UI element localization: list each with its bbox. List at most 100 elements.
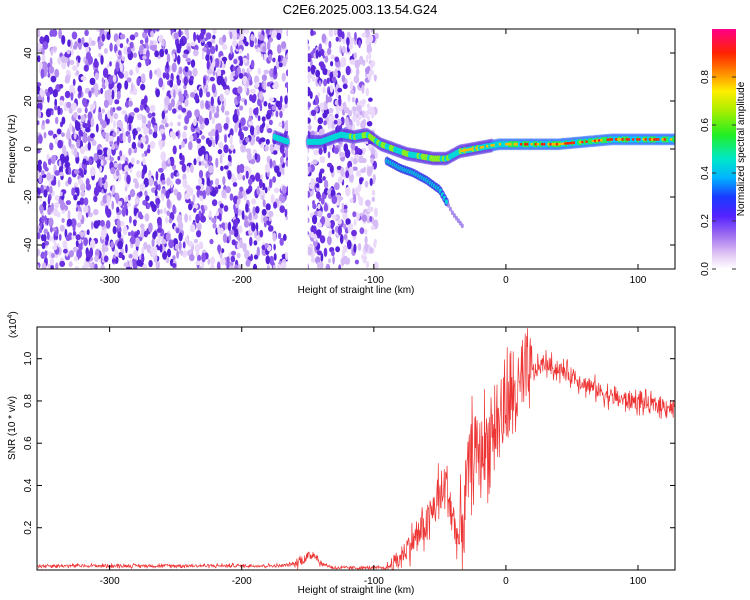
noise-speckle xyxy=(248,178,253,186)
noise-speckle xyxy=(37,110,41,119)
noise-speckle xyxy=(118,50,122,56)
noise-speckle xyxy=(173,89,176,99)
noise-speckle xyxy=(312,159,318,165)
noise-speckle xyxy=(139,191,143,197)
noise-speckle xyxy=(127,46,131,55)
x-tick-label: -300 xyxy=(100,275,120,286)
noise-speckle xyxy=(80,114,86,123)
noise-speckle xyxy=(178,241,182,251)
noise-speckle xyxy=(158,35,162,43)
noise-speckle xyxy=(178,29,182,38)
noise-speckle xyxy=(280,262,287,269)
branch-mark xyxy=(448,206,452,212)
noise-speckle xyxy=(258,178,263,189)
noise-speckle xyxy=(47,208,52,215)
noise-speckle xyxy=(177,221,184,231)
noise-speckle xyxy=(323,108,330,115)
noise-speckle xyxy=(193,49,199,57)
noise-speckle xyxy=(183,125,188,131)
noise-speckle xyxy=(85,46,90,53)
y-tick-label: 20 xyxy=(23,95,34,107)
noise-speckle xyxy=(72,231,77,236)
noise-speckle xyxy=(124,80,129,90)
noise-speckle xyxy=(117,155,121,161)
noise-speckle xyxy=(176,74,180,81)
noise-speckle xyxy=(230,64,235,73)
noise-speckle xyxy=(357,243,362,251)
spectrogram-y-axis: -40 -20 0 20 40 xyxy=(23,47,675,252)
noise-speckle xyxy=(82,158,87,165)
noise-speckle xyxy=(317,203,321,210)
x-tick-label: -100 xyxy=(364,275,384,286)
noise-speckle xyxy=(54,116,59,125)
noise-speckle xyxy=(282,152,286,158)
noise-speckle xyxy=(154,69,158,75)
noise-speckle xyxy=(129,215,132,224)
noise-speckle xyxy=(48,186,53,194)
noise-speckle xyxy=(75,69,80,76)
noise-speckle xyxy=(228,265,234,269)
noise-speckle xyxy=(38,134,43,144)
noise-speckle xyxy=(271,30,277,38)
noise-speckle xyxy=(169,79,174,88)
noise-speckle xyxy=(278,62,283,68)
noise-speckle xyxy=(228,234,232,242)
noise-speckle xyxy=(250,34,255,41)
noise-speckle xyxy=(123,46,129,55)
noise-speckle xyxy=(314,94,319,105)
noise-speckle xyxy=(76,187,80,197)
noise-speckle xyxy=(268,210,274,218)
noise-speckle xyxy=(119,43,124,49)
noise-speckle xyxy=(259,137,266,143)
noise-speckle xyxy=(251,222,256,232)
noise-speckle xyxy=(129,41,134,49)
noise-speckle xyxy=(310,64,316,75)
noise-speckle xyxy=(240,117,246,127)
noise-speckle xyxy=(76,249,83,259)
noise-speckle xyxy=(101,120,107,129)
noise-speckle xyxy=(158,167,164,173)
noise-speckle xyxy=(272,57,276,63)
noise-speckle xyxy=(281,41,287,50)
noise-speckle xyxy=(181,141,186,148)
noise-speckle xyxy=(317,92,321,97)
noise-speckle xyxy=(164,122,169,128)
noise-speckle xyxy=(115,169,120,177)
noise-speckle xyxy=(338,36,342,43)
colorbar-tick-label: 0.4 xyxy=(700,166,711,180)
noise-speckle xyxy=(257,67,262,75)
noise-speckle xyxy=(224,88,230,96)
noise-speckle xyxy=(316,222,323,228)
noise-speckle xyxy=(359,227,365,235)
noise-speckle xyxy=(76,139,81,149)
noise-speckle xyxy=(332,214,337,220)
noise-speckle xyxy=(231,71,236,77)
noise-speckle xyxy=(70,92,74,101)
noise-speckle xyxy=(87,141,91,151)
noise-speckle xyxy=(49,258,55,266)
noise-speckle xyxy=(110,241,115,249)
noise-speckle xyxy=(208,164,214,174)
noise-speckle xyxy=(182,252,187,258)
noise-speckle xyxy=(320,197,325,205)
noise-speckle xyxy=(41,123,46,131)
noise-speckle xyxy=(39,62,43,70)
noise-speckle xyxy=(249,125,255,136)
x-tick-label: -200 xyxy=(232,576,252,587)
noise-speckle xyxy=(330,207,335,215)
noise-speckle xyxy=(140,143,144,149)
noise-speckle xyxy=(234,122,238,133)
noise-speckle xyxy=(148,177,154,187)
noise-speckle xyxy=(361,157,367,164)
noise-speckle xyxy=(369,106,374,112)
noise-speckle xyxy=(331,195,338,205)
noise-speckle xyxy=(343,208,348,214)
noise-speckle xyxy=(188,214,192,222)
noise-speckle xyxy=(326,162,333,168)
x-tick-label: -300 xyxy=(100,576,120,587)
noise-speckle xyxy=(107,95,113,106)
noise-speckle xyxy=(175,87,179,95)
noise-speckle xyxy=(71,187,75,196)
snr-exponent-close: ) xyxy=(8,311,19,314)
noise-speckle xyxy=(336,118,342,126)
